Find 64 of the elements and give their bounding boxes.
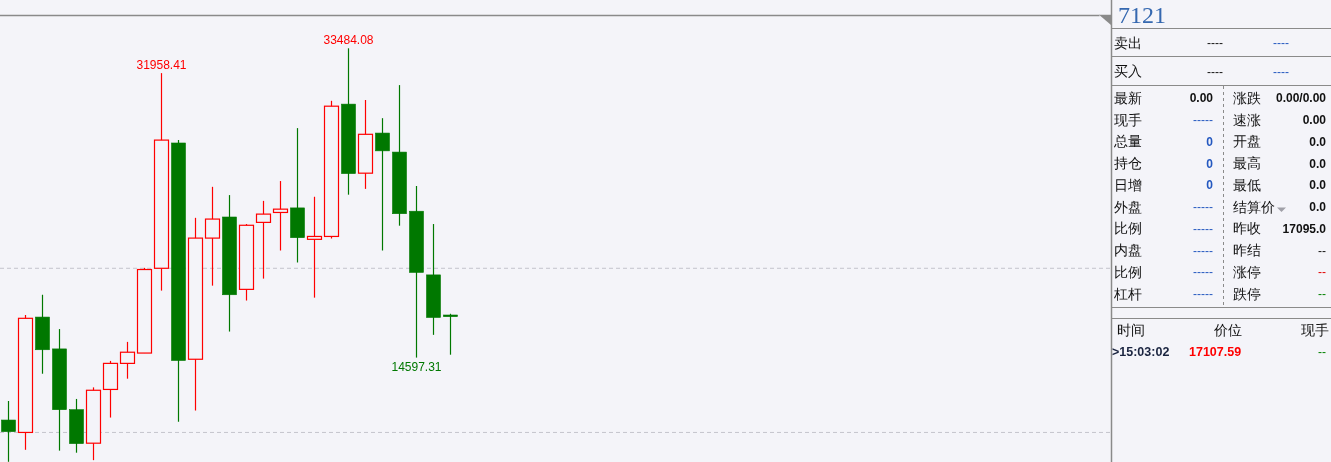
text: -- xyxy=(1318,243,1326,258)
text: ---- xyxy=(1207,36,1223,51)
candlestick xyxy=(1,400,16,462)
text: ----- xyxy=(1193,200,1213,215)
text: 现手 xyxy=(1114,112,1142,128)
text: ---- xyxy=(1273,64,1289,79)
candlestick xyxy=(255,200,272,280)
candlestick xyxy=(119,341,136,380)
text: 0 xyxy=(1206,156,1214,171)
text: 17107.59 xyxy=(1189,345,1242,360)
text: 买入 xyxy=(1114,64,1142,80)
text: ----- xyxy=(1193,287,1213,302)
candlestick xyxy=(375,117,390,252)
text: 卖出 xyxy=(1114,35,1142,51)
text: 时间 xyxy=(1117,323,1145,339)
text: 0.0 xyxy=(1309,156,1327,171)
text: ----- xyxy=(1193,243,1213,258)
text: 跌停 xyxy=(1233,286,1261,302)
text: 现手 xyxy=(1301,323,1329,339)
candlestick xyxy=(306,196,323,299)
text: 最高 xyxy=(1233,156,1261,172)
text: 0.0 xyxy=(1309,134,1327,149)
text: 最低 xyxy=(1233,177,1261,193)
text: 最新 xyxy=(1114,90,1142,106)
candlestick xyxy=(272,180,289,252)
text: ----- xyxy=(1193,221,1213,236)
text: 昨结 xyxy=(1233,243,1261,259)
text: ---- xyxy=(1273,36,1289,51)
text: 0 xyxy=(1206,134,1214,149)
text: 0.00/0.00 xyxy=(1275,91,1327,106)
text: 杠杆 xyxy=(1113,286,1142,302)
text: 速涨 xyxy=(1233,112,1261,128)
text: 日增 xyxy=(1114,177,1142,193)
text: ---- xyxy=(1207,64,1223,79)
text: 0.00 xyxy=(1189,91,1214,106)
text: 持仓 xyxy=(1114,156,1142,172)
annotation: 33484.08 xyxy=(323,33,374,48)
text: ----- xyxy=(1193,113,1213,128)
text: 价位 xyxy=(1213,323,1242,339)
text: 外盘 xyxy=(1114,199,1142,215)
text: 比例 xyxy=(1114,221,1142,237)
text: 内盘 xyxy=(1114,243,1142,259)
text: 总量 xyxy=(1113,134,1142,150)
text: -- xyxy=(1318,265,1326,280)
annotation: 14597.31 xyxy=(391,359,442,374)
text: 7121 xyxy=(1118,2,1166,28)
text: >15:03:02 xyxy=(1112,345,1170,360)
annotation: 31958.41 xyxy=(136,58,187,73)
text: -- xyxy=(1318,287,1326,302)
text: 比例 xyxy=(1114,264,1142,280)
text: 17095.0 xyxy=(1282,221,1327,236)
text: 0.0 xyxy=(1309,200,1327,215)
text: 涨停 xyxy=(1233,264,1261,280)
text: ----- xyxy=(1193,265,1213,280)
text: 0.00 xyxy=(1302,113,1327,128)
text: 开盘 xyxy=(1233,134,1261,150)
text: 昨收 xyxy=(1233,221,1261,237)
candlestick xyxy=(204,186,221,287)
text: 0 xyxy=(1206,178,1214,193)
text: 0.0 xyxy=(1309,178,1327,193)
text: -- xyxy=(1318,345,1326,360)
text: 结算价 xyxy=(1233,199,1275,215)
candlestick xyxy=(443,313,458,356)
text: 涨跌 xyxy=(1233,90,1261,106)
